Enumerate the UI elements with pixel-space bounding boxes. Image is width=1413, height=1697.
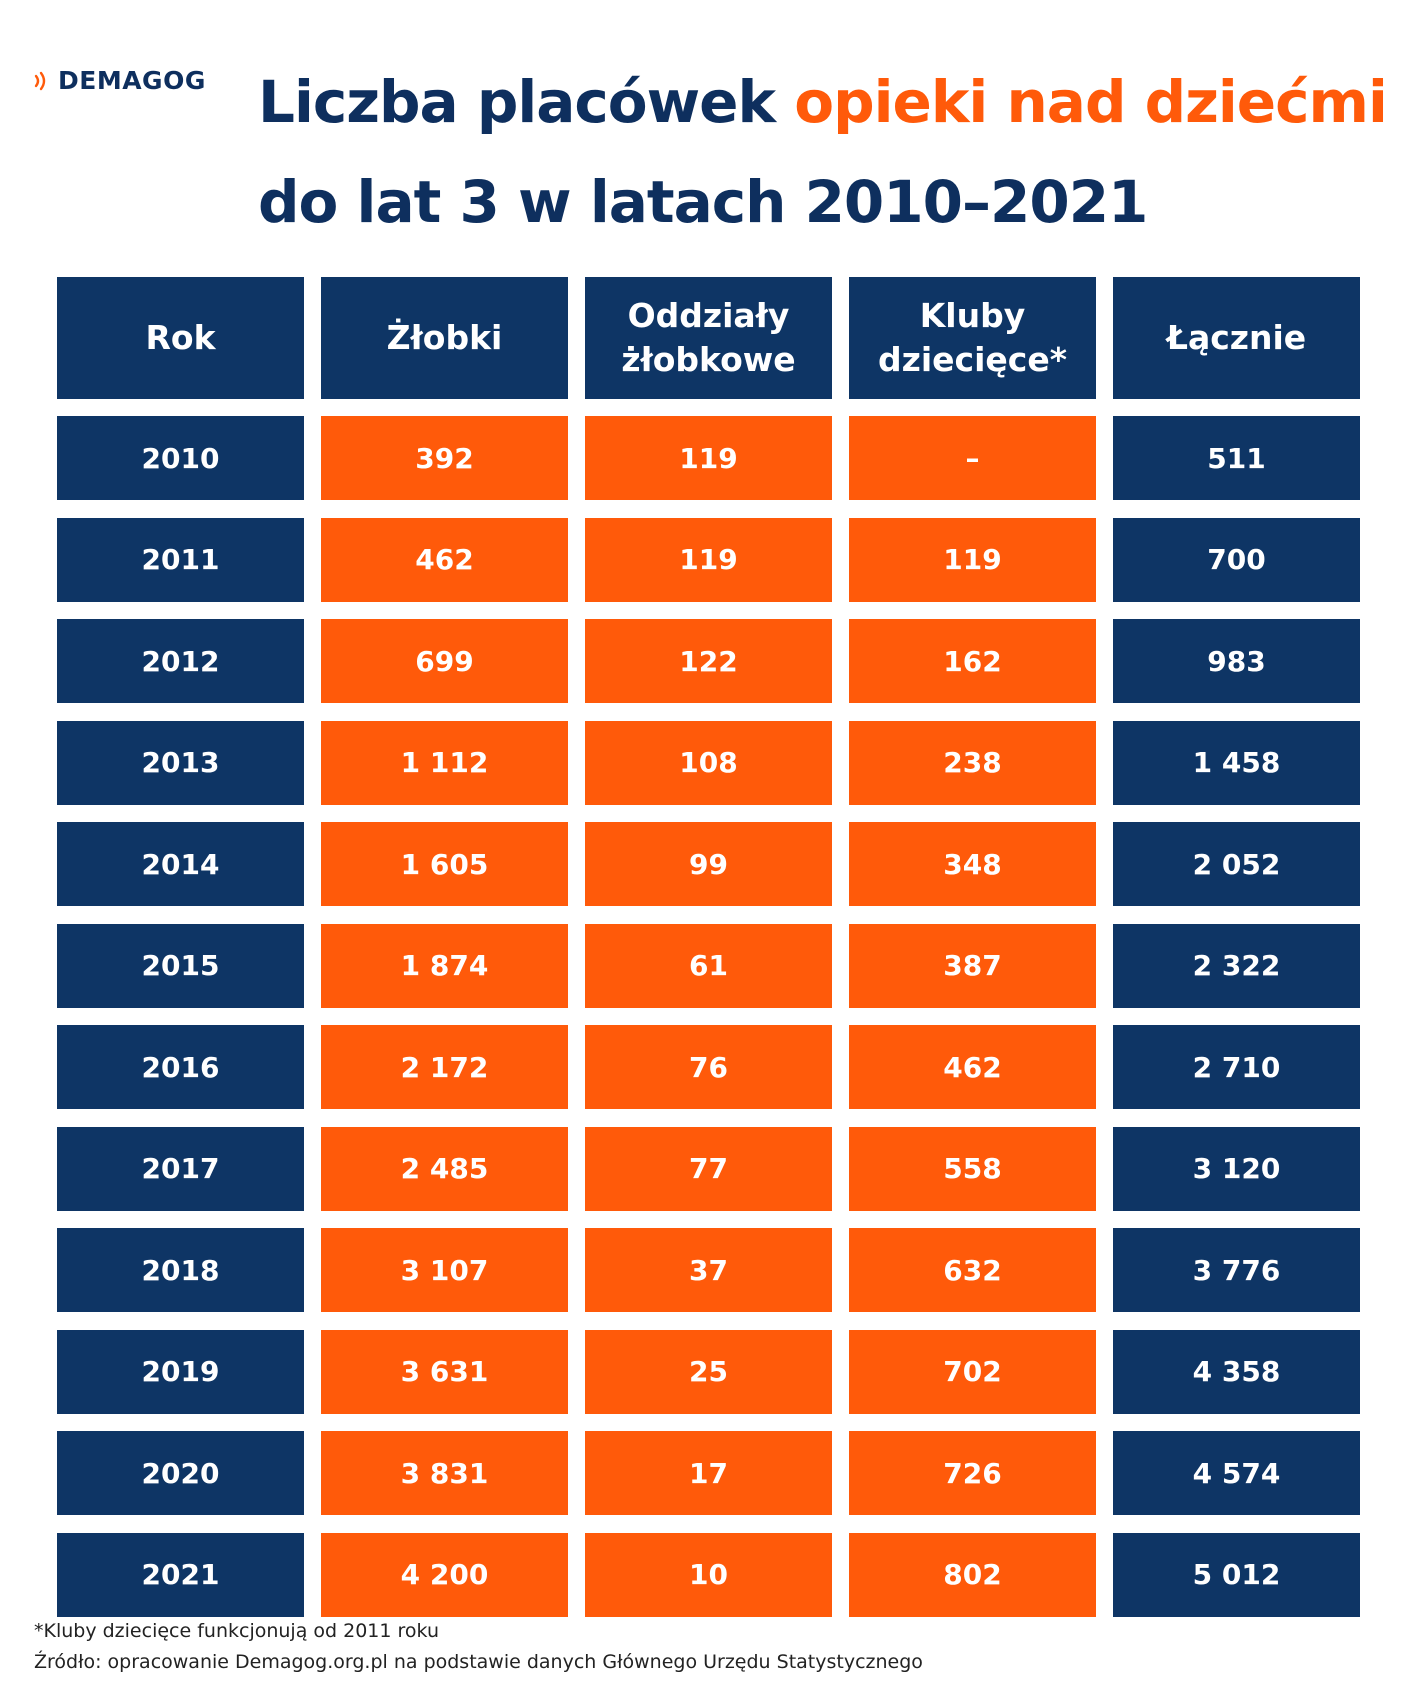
value-cell: 3 631 — [321, 1329, 568, 1414]
value-cell: 699 — [321, 619, 568, 703]
value-cell: 61 — [585, 923, 832, 1008]
value-cell: 77 — [585, 1126, 832, 1211]
value-cell: 1 874 — [321, 923, 568, 1008]
value-cell: 122 — [585, 619, 832, 703]
value-cell: 162 — [849, 619, 1096, 703]
value-cell: 462 — [849, 1025, 1096, 1109]
value-cell: 2 710 — [1113, 1025, 1360, 1109]
sound-waves-icon — [34, 71, 46, 90]
year-cell: 2019 — [57, 1329, 304, 1414]
value-cell: 632 — [849, 1228, 1096, 1312]
title-part1: Liczba placówek — [258, 68, 795, 136]
value-cell: 1 112 — [321, 720, 568, 805]
value-cell: 348 — [849, 822, 1096, 906]
column-header: Kluby dziecięce* — [849, 277, 1096, 399]
column-header: Łącznie — [1113, 277, 1360, 399]
year-cell: 2011 — [57, 517, 304, 602]
value-cell: 2 052 — [1113, 822, 1360, 906]
value-cell: 462 — [321, 517, 568, 602]
year-cell: 2016 — [57, 1025, 304, 1109]
title-highlight: opieki nad dziećmi — [794, 68, 1388, 136]
value-cell: 392 — [321, 416, 568, 500]
value-cell: 983 — [1113, 619, 1360, 703]
value-cell: – — [849, 416, 1096, 500]
value-cell: 37 — [585, 1228, 832, 1312]
value-cell: 10 — [585, 1532, 832, 1617]
value-cell: 1 458 — [1113, 720, 1360, 805]
value-cell: 108 — [585, 720, 832, 805]
year-cell: 2015 — [57, 923, 304, 1008]
year-cell: 2014 — [57, 822, 304, 906]
value-cell: 726 — [849, 1431, 1096, 1515]
value-cell: 17 — [585, 1431, 832, 1515]
footnote: *Kluby dziecięce funkcjonują od 2011 rok… — [34, 1620, 439, 1642]
value-cell: 238 — [849, 720, 1096, 805]
value-cell: 5 012 — [1113, 1532, 1360, 1617]
value-cell: 700 — [1113, 517, 1360, 602]
page-title: Liczba placówek opieki nad dziećmi do lat… — [258, 52, 1398, 252]
column-header: Oddziały żłobkowe — [585, 277, 832, 399]
value-cell: 3 107 — [321, 1228, 568, 1312]
logo-text: DEMAGOG — [58, 66, 206, 95]
column-header: Żłobki — [321, 277, 568, 399]
value-cell: 2 172 — [321, 1025, 568, 1109]
value-cell: 3 831 — [321, 1431, 568, 1515]
year-cell: 2020 — [57, 1431, 304, 1515]
value-cell: 702 — [849, 1329, 1096, 1414]
year-cell: 2012 — [57, 619, 304, 703]
value-cell: 1 605 — [321, 822, 568, 906]
value-cell: 4 574 — [1113, 1431, 1360, 1515]
title-part2: do lat 3 w latach 2010–2021 — [258, 168, 1148, 236]
value-cell: 119 — [585, 517, 832, 602]
year-cell: 2018 — [57, 1228, 304, 1312]
year-cell: 2013 — [57, 720, 304, 805]
value-cell: 511 — [1113, 416, 1360, 500]
value-cell: 25 — [585, 1329, 832, 1414]
value-cell: 802 — [849, 1532, 1096, 1617]
value-cell: 2 322 — [1113, 923, 1360, 1008]
column-header: Rok — [57, 277, 304, 399]
value-cell: 2 485 — [321, 1126, 568, 1211]
demagog-logo: DEMAGOG — [34, 66, 206, 95]
value-cell: 119 — [849, 517, 1096, 602]
value-cell: 387 — [849, 923, 1096, 1008]
value-cell: 76 — [585, 1025, 832, 1109]
value-cell: 4 358 — [1113, 1329, 1360, 1414]
value-cell: 558 — [849, 1126, 1096, 1211]
value-cell: 3 776 — [1113, 1228, 1360, 1312]
value-cell: 3 120 — [1113, 1126, 1360, 1211]
year-cell: 2017 — [57, 1126, 304, 1211]
value-cell: 99 — [585, 822, 832, 906]
year-cell: 2021 — [57, 1532, 304, 1617]
value-cell: 119 — [585, 416, 832, 500]
year-cell: 2010 — [57, 416, 304, 500]
source-note: Źródło: opracowanie Demagog.org.pl na po… — [34, 1651, 923, 1673]
value-cell: 4 200 — [321, 1532, 568, 1617]
